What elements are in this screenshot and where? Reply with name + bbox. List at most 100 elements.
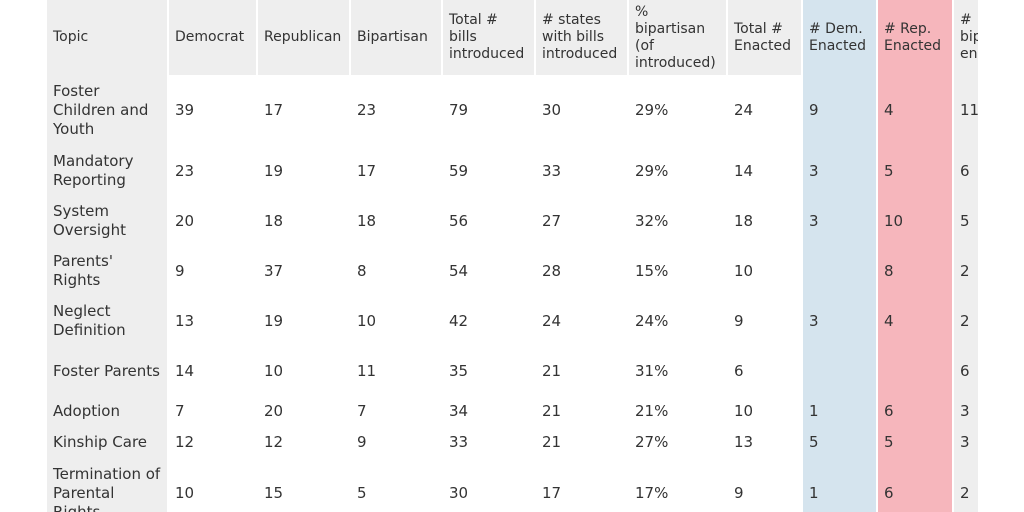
value-cell: 9 xyxy=(727,296,803,346)
header-cell: # Rep. Enacted xyxy=(877,0,954,75)
value-cell: 39 xyxy=(168,75,258,146)
table-container: Topic Democrat Republican Bipartisan Total #… xyxy=(47,0,978,512)
value-cell: 8 xyxy=(350,246,443,296)
value-cell: 35 xyxy=(442,346,536,396)
value-cell: 34 xyxy=(442,396,536,427)
value-cell: 20 xyxy=(168,196,258,246)
value-cell: 6 xyxy=(953,146,978,196)
value-cell: 15% xyxy=(628,246,728,296)
value-cell: 18 xyxy=(257,196,351,246)
value-cell: 15 xyxy=(257,458,351,512)
value-cell: 10 xyxy=(350,296,443,346)
topic-cell: Foster Parents xyxy=(47,346,169,396)
table-row: Neglect Definition 13 19 10 42 24 24% 9 3 4 2 xyxy=(47,296,978,346)
value-cell: 23 xyxy=(350,75,443,146)
data-table: Topic Democrat Republican Bipartisan Total #… xyxy=(47,0,978,512)
value-cell: 54 xyxy=(442,246,536,296)
value-cell: 23 xyxy=(168,146,258,196)
value-cell: 10 xyxy=(257,346,351,396)
value-cell: 37 xyxy=(257,246,351,296)
value-cell: 9 xyxy=(727,458,803,512)
value-cell: 17 xyxy=(257,75,351,146)
value-cell: 5 xyxy=(802,427,878,458)
value-cell: 59 xyxy=(442,146,536,196)
header-cell: # bipartisan enacted xyxy=(953,0,978,75)
value-cell: 11 xyxy=(953,75,978,146)
header-cell: Republican xyxy=(257,0,351,75)
value-cell: 5 xyxy=(350,458,443,512)
value-cell: 18 xyxy=(350,196,443,246)
table-row: Parents' Rights 9 37 8 54 28 15% 10 8 2 xyxy=(47,246,978,296)
table-body: Foster Children and Youth 39 17 23 79 30 29% 24… xyxy=(47,75,978,512)
table-row: Termination of Parental Rights 10 15 5 30 17 1… xyxy=(47,458,978,512)
header-cell: Total # bills introduced xyxy=(442,0,536,75)
value-cell: 2 xyxy=(953,246,978,296)
value-cell: 56 xyxy=(442,196,536,246)
table-row: Foster Children and Youth 39 17 23 79 30 29% 24… xyxy=(47,75,978,146)
value-cell: 3 xyxy=(802,196,878,246)
value-cell: 13 xyxy=(727,427,803,458)
value-cell: 21 xyxy=(535,346,629,396)
value-cell: 1 xyxy=(802,458,878,512)
value-cell: 17% xyxy=(628,458,728,512)
value-cell: 21 xyxy=(535,427,629,458)
topic-cell: Kinship Care xyxy=(47,427,169,458)
value-cell: 6 xyxy=(877,396,954,427)
value-cell: 4 xyxy=(877,75,954,146)
value-cell: 29% xyxy=(628,146,728,196)
value-cell: 17 xyxy=(350,146,443,196)
value-cell: 30 xyxy=(442,458,536,512)
value-cell: 12 xyxy=(168,427,258,458)
value-cell: 19 xyxy=(257,296,351,346)
value-cell: 9 xyxy=(168,246,258,296)
value-cell: 33 xyxy=(442,427,536,458)
value-cell: 5 xyxy=(953,196,978,246)
value-cell: 21 xyxy=(535,396,629,427)
value-cell: 33 xyxy=(535,146,629,196)
table-row: Foster Parents 14 10 11 35 21 31% 6 6 xyxy=(47,346,978,396)
topic-cell: Termination of Parental Rights xyxy=(47,458,169,512)
value-cell xyxy=(802,346,878,396)
value-cell: 17 xyxy=(535,458,629,512)
topic-cell: Adoption xyxy=(47,396,169,427)
value-cell: 6 xyxy=(727,346,803,396)
value-cell xyxy=(802,246,878,296)
value-cell: 27% xyxy=(628,427,728,458)
value-cell: 19 xyxy=(257,146,351,196)
header-cell: Democrat xyxy=(168,0,258,75)
header-cell: Topic xyxy=(47,0,169,75)
header-cell: Bipartisan xyxy=(350,0,443,75)
value-cell: 10 xyxy=(727,246,803,296)
value-cell: 2 xyxy=(953,458,978,512)
value-cell: 7 xyxy=(350,396,443,427)
value-cell: 1 xyxy=(802,396,878,427)
value-cell: 6 xyxy=(953,346,978,396)
topic-cell: Parents' Rights xyxy=(47,246,169,296)
value-cell: 2 xyxy=(953,296,978,346)
value-cell: 3 xyxy=(802,296,878,346)
header-cell: # states with bills introduced xyxy=(535,0,629,75)
value-cell: 79 xyxy=(442,75,536,146)
value-cell: 14 xyxy=(727,146,803,196)
value-cell: 9 xyxy=(350,427,443,458)
value-cell xyxy=(877,346,954,396)
value-cell: 3 xyxy=(953,396,978,427)
value-cell: 3 xyxy=(802,146,878,196)
value-cell: 24% xyxy=(628,296,728,346)
value-cell: 20 xyxy=(257,396,351,427)
topic-cell: Mandatory Reporting xyxy=(47,146,169,196)
value-cell: 14 xyxy=(168,346,258,396)
value-cell: 5 xyxy=(877,427,954,458)
table-row: Kinship Care 12 12 9 33 21 27% 13 5 5 3 xyxy=(47,427,978,458)
value-cell: 5 xyxy=(877,146,954,196)
value-cell: 24 xyxy=(535,296,629,346)
value-cell: 42 xyxy=(442,296,536,346)
value-cell: 10 xyxy=(877,196,954,246)
value-cell: 10 xyxy=(727,396,803,427)
value-cell: 9 xyxy=(802,75,878,146)
value-cell: 13 xyxy=(168,296,258,346)
value-cell: 32% xyxy=(628,196,728,246)
value-cell: 10 xyxy=(168,458,258,512)
header-cell: % bipartisan (of introduced) xyxy=(628,0,728,75)
